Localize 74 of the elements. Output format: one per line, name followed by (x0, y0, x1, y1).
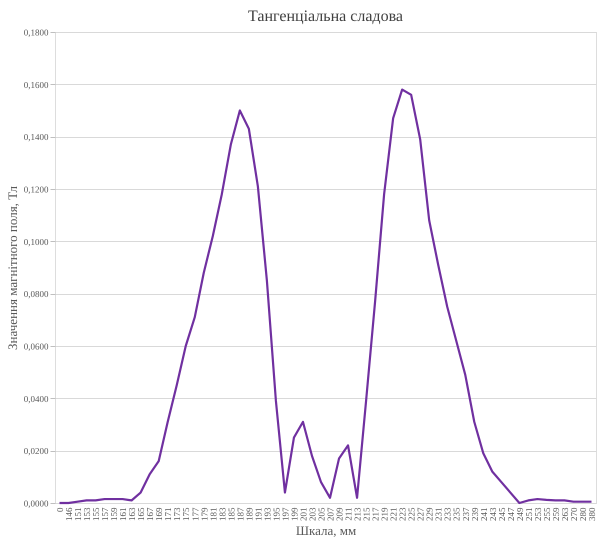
x-tick-label: 155 (91, 507, 102, 521)
line-series (58, 88, 593, 504)
x-tick-label: 179 (199, 507, 210, 521)
x-tick-label: 167 (145, 507, 156, 521)
y-tick-label: 0,0200 (24, 446, 49, 456)
x-tick-label: 175 (181, 507, 192, 521)
x-tick-label: 237 (460, 507, 471, 521)
x-tick-label: 225 (406, 507, 417, 521)
x-tick-label: 215 (362, 507, 372, 521)
x-tick-label: 233 (442, 507, 453, 521)
x-tick-label: 263 (560, 507, 570, 521)
chart-title: Тангенціальна сладова (248, 8, 404, 25)
x-tick-label: 245 (496, 507, 507, 521)
x-tick-label: 189 (244, 507, 254, 521)
x-tick-label: 243 (488, 507, 498, 521)
x-tick-label: 165 (136, 507, 146, 521)
y-tick-label: 0,0600 (24, 342, 49, 352)
x-tick-label: 251 (524, 508, 534, 521)
x-tick-label: 239 (470, 507, 480, 521)
x-tick-label: 197 (280, 507, 290, 521)
x-tick-label: 195 (271, 507, 282, 521)
x-tick-label: 280 (578, 507, 588, 521)
x-tick-label: 181 (208, 508, 218, 521)
x-tick-label: 159 (109, 507, 120, 521)
x-tick-label: 209 (334, 507, 345, 521)
x-tick-label: 253 (532, 507, 543, 521)
x-tick-label: 229 (424, 507, 435, 521)
x-tick-label: 235 (452, 507, 462, 521)
x-tick-label: 199 (289, 507, 300, 521)
x-tick-label: 207 (326, 507, 336, 521)
x-tick-label: 221 (388, 508, 399, 521)
x-tick-label: 171 (163, 508, 174, 521)
y-tick-label: 0,0800 (24, 289, 49, 300)
x-tick-label: 227 (416, 507, 426, 521)
x-tick-label: 193 (262, 507, 272, 521)
x-tick-label: 259 (550, 507, 561, 521)
x-tick-label: 157 (100, 507, 110, 521)
x-tick-label: 219 (380, 507, 390, 521)
x-tick-label: 255 (542, 507, 552, 521)
x-tick-label: 231 (434, 508, 444, 521)
y-tick-label: 0,1800 (24, 28, 49, 38)
x-tick-label: 380 (586, 507, 597, 521)
y-axis-title: Значення магнітного поля, Тл (4, 186, 20, 350)
x-tick-label: 169 (154, 507, 164, 521)
x-tick-label: 247 (506, 507, 516, 521)
x-tick-label: 191 (253, 508, 264, 521)
x-tick-label: 153 (82, 507, 92, 521)
y-tick-label: 0,0400 (24, 394, 49, 404)
x-tick-label: 161 (118, 508, 128, 521)
x-tick-label: 151 (73, 508, 84, 521)
x-tick-label: 211 (344, 508, 354, 521)
x-tick-label: 241 (478, 508, 489, 521)
x-tick-label: 185 (226, 507, 236, 521)
x-tick-label: 163 (127, 507, 138, 521)
x-tick-label: 213 (352, 507, 363, 521)
x-tick-label: 187 (235, 507, 246, 521)
y-tick-label: 0,1600 (24, 80, 49, 90)
y-tick-label: 0,1000 (24, 236, 49, 247)
x-tick-label: 270 (568, 507, 579, 521)
x-tick-label: 146 (64, 507, 74, 521)
x-tick-label: 205 (316, 507, 326, 521)
x-tick-label: 183 (217, 507, 228, 521)
x-tick-label: 223 (398, 507, 408, 521)
y-tick-label: 0,1200 (24, 184, 49, 194)
y-tick-label: 0,0000 (24, 498, 49, 508)
y-tick-label: 0,1400 (24, 132, 49, 142)
x-tick-label: 201 (298, 508, 308, 521)
x-tick-label: 173 (172, 507, 182, 521)
x-tick-label: 0 (55, 507, 66, 512)
x-tick-label: 177 (190, 507, 200, 521)
x-tick-label: 217 (370, 507, 381, 521)
x-tick-label: 249 (514, 507, 525, 521)
x-tick-label: 203 (307, 507, 318, 521)
x-axis-title: Шкала, мм (296, 523, 356, 538)
